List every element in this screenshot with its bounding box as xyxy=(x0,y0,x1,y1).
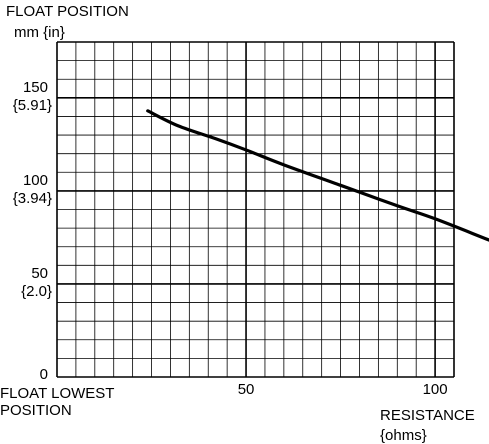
y-tick-sublabel: {2.0} xyxy=(21,283,52,300)
y-tick-label: 100 xyxy=(23,172,48,189)
chart-title: FLOAT POSITION xyxy=(6,3,129,20)
y-tick-sublabel: {3.94} xyxy=(13,190,52,207)
x-axis-label: RESISTANCE xyxy=(380,407,475,424)
x-axis-unit: {ohms} xyxy=(380,427,427,444)
y-axis-label: mm {in} xyxy=(14,24,65,41)
chart-grid xyxy=(56,41,455,378)
x-zero-label-line1: FLOAT LOWEST xyxy=(0,385,114,402)
x-tick-label: 50 xyxy=(238,381,255,398)
data-series xyxy=(146,109,489,242)
y-tick-sublabel: {5.91} xyxy=(13,97,52,114)
tick-labels: 50100150200050{2.0}100{3.94}150{5.91} xyxy=(13,79,448,398)
x-tick-label: 100 xyxy=(423,381,448,398)
resistance-curve xyxy=(146,109,489,242)
x-zero-label-line2: POSITION xyxy=(0,402,72,419)
y-tick-label: 0 xyxy=(40,366,48,383)
y-tick-label: 150 xyxy=(23,79,48,96)
y-tick-label: 50 xyxy=(31,265,48,282)
